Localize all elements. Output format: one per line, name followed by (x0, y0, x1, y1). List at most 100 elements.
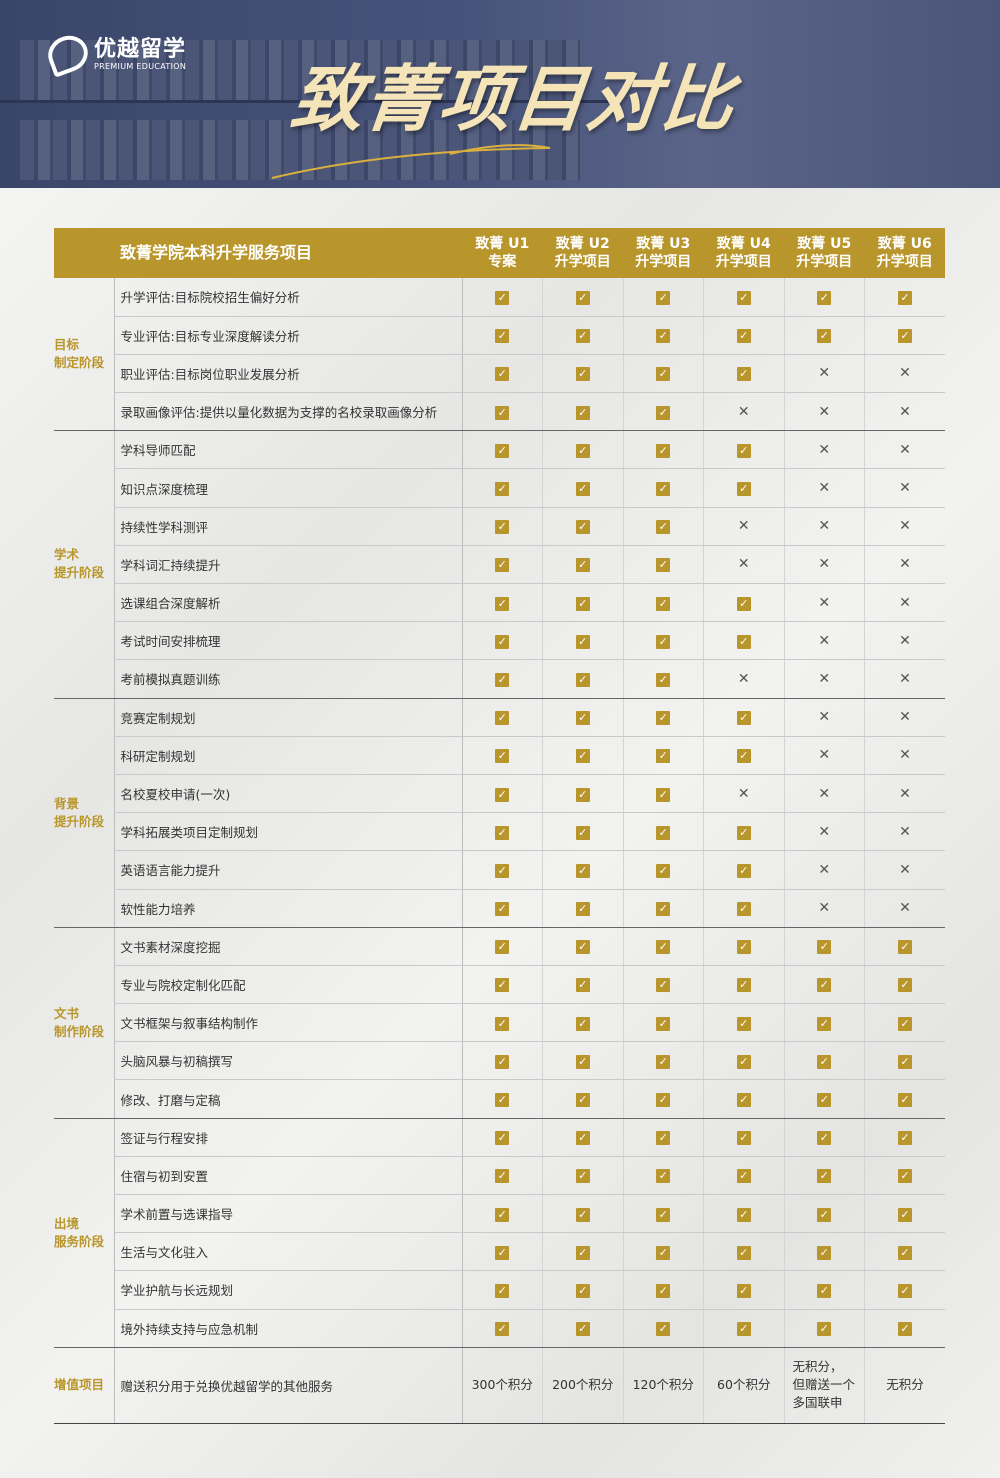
service-item: 文书素材深度挖掘 (113, 927, 463, 966)
plan-cell: ✓ (784, 1309, 865, 1348)
service-item: 职业评估:目标岗位职业发展分析 (113, 354, 463, 394)
service-item: 竞赛定制规划 (113, 698, 463, 737)
stage-line2: 制定阶段 (54, 355, 105, 371)
service-item: 学术前置与选课指导 (113, 1194, 463, 1234)
check-icon: ✓ (656, 1131, 671, 1146)
check-icon: ✓ (898, 1169, 912, 1184)
plan-cell: ✓ (462, 698, 543, 737)
cross-icon: ✕ (818, 747, 831, 764)
plan-cell: ✓ (542, 621, 624, 661)
plan-cell: ✕ (703, 507, 785, 546)
check-icon: ✓ (656, 520, 671, 535)
plan-cell: ✓ (462, 774, 543, 814)
check-icon: ✓ (817, 1131, 832, 1146)
stage-label: 出境 服务阶段 (54, 1118, 114, 1348)
plan-cell: ✕ (784, 774, 865, 814)
plan-cell: ✓ (542, 507, 624, 546)
stage-label: 文书 制作阶段 (54, 927, 114, 1119)
cross-icon: ✕ (818, 518, 831, 535)
plan-cell: ✓ (462, 736, 543, 775)
check-icon: ✓ (495, 902, 510, 917)
service-item: 学业护航与长远规划 (113, 1270, 463, 1310)
plan-cell: ✓ (542, 774, 624, 814)
check-icon: ✓ (495, 825, 510, 840)
plan-cell: ✓ (784, 1232, 865, 1272)
header-banner: 优越留学 PREMIUM EDUCATION 致菁项目对比 (0, 0, 1000, 188)
check-icon: ✓ (495, 482, 510, 497)
table-row: 考试时间安排梳理 ✓ ✓ ✓ ✓ ✕ ✕ (54, 621, 945, 661)
check-icon: ✓ (575, 940, 590, 955)
plan-cell: ✓ (542, 1309, 624, 1348)
check-icon: ✓ (575, 1169, 590, 1184)
service-item: 名校夏校申请(一次) (113, 774, 463, 814)
cross-icon: ✕ (818, 861, 831, 878)
plan-cell: ✕ (784, 545, 865, 585)
check-icon: ✓ (495, 749, 510, 764)
check-icon: ✓ (575, 902, 590, 917)
header-plan-4: 致菁 U4 升学项目 (703, 228, 784, 278)
check-icon: ✓ (575, 1131, 590, 1146)
check-icon: ✓ (575, 1093, 590, 1108)
cross-icon: ✕ (818, 403, 831, 420)
check-icon: ✓ (898, 978, 912, 993)
check-icon: ✓ (656, 1283, 671, 1298)
plan-cell: ✓ (864, 316, 945, 355)
check-icon: ✓ (736, 1131, 751, 1146)
plan-cell: ✕ (864, 392, 945, 432)
plan-type: 升学项目 (554, 254, 611, 270)
plan-cell: ✓ (623, 430, 704, 470)
service-item: 境外持续支持与应急机制 (113, 1309, 463, 1348)
check-icon: ✓ (656, 672, 671, 687)
table-row: 录取画像评估:提供以量化数据为支撑的名校录取画像分析 ✓ ✓ ✓ ✕ ✕ ✕ (54, 392, 945, 432)
check-icon: ✓ (656, 1207, 671, 1222)
table-row: 文书 制作阶段 文书素材深度挖掘 ✓ ✓ ✓ ✓ ✓ ✓ (54, 927, 945, 1119)
check-icon: ✓ (495, 672, 510, 687)
check-icon: ✓ (656, 596, 671, 611)
plan-cell: ✕ (864, 468, 945, 508)
check-icon: ✓ (495, 405, 510, 420)
table-row: 专业与院校定制化匹配 ✓ ✓ ✓ ✓ ✓ ✓ (54, 965, 945, 1005)
plan-cell: ✓ (703, 468, 785, 508)
check-icon: ✓ (575, 863, 590, 878)
plan-cell: ✓ (703, 1041, 785, 1081)
service-item: 持续性学科测评 (113, 507, 463, 546)
table-row: 修改、打磨与定稿 ✓ ✓ ✓ ✓ ✓ ✓ (54, 1079, 945, 1119)
plan-name: 致菁 U2 (555, 236, 610, 252)
check-icon: ✓ (575, 978, 590, 993)
plan-cell: ✓ (542, 354, 624, 394)
plan-cell: ✓ (703, 1232, 785, 1272)
plan-cell: ✓ (542, 927, 624, 966)
plan-cell: ✓ (462, 583, 543, 623)
plan-cell: ✕ (784, 736, 865, 775)
check-icon: ✓ (736, 482, 751, 497)
plan-cell: ✓ (623, 1041, 704, 1081)
check-icon: ✓ (656, 1054, 671, 1069)
check-icon: ✓ (817, 1322, 832, 1337)
table-row: 文书框架与叙事结构制作 ✓ ✓ ✓ ✓ ✓ ✓ (54, 1003, 945, 1043)
brand-logo: 优越留学 PREMIUM EDUCATION (43, 30, 186, 78)
plan-cell: ✕ (784, 468, 865, 508)
graduation-cap-icon (43, 30, 93, 78)
check-icon: ✓ (898, 1283, 912, 1298)
cross-icon: ✕ (737, 556, 750, 573)
cross-icon: ✕ (818, 556, 831, 573)
service-item: 选课组合深度解析 (113, 583, 463, 623)
check-icon: ✓ (898, 1245, 912, 1260)
plan-cell: ✓ (542, 1118, 624, 1157)
plan-cell: ✓ (864, 1270, 945, 1310)
table-row: 选课组合深度解析 ✓ ✓ ✓ ✓ ✕ ✕ (54, 583, 945, 623)
check-icon: ✓ (736, 1054, 751, 1069)
plan-cell: ✓ (462, 278, 543, 317)
table-row: 学术前置与选课指导 ✓ ✓ ✓ ✓ ✓ ✓ (54, 1194, 945, 1234)
plan-cell: ✓ (462, 468, 543, 508)
table-row: 目标 制定阶段 升学评估:目标院校招生偏好分析 ✓ ✓ ✓ ✓ ✓ ✓ (54, 278, 945, 432)
check-icon: ✓ (575, 1207, 590, 1222)
service-item: 录取画像评估:提供以量化数据为支撑的名校录取画像分析 (113, 392, 463, 432)
check-icon: ✓ (656, 367, 671, 382)
check-icon: ✓ (736, 711, 751, 726)
table-row: 出境 服务阶段 签证与行程安排 ✓ ✓ ✓ ✓ ✓ ✓ (54, 1118, 945, 1348)
plan-cell: ✓ (462, 1041, 543, 1081)
plan-cell: ✕ (703, 545, 785, 585)
plan-cell: ✓ (462, 1194, 543, 1234)
plan-cell: ✓ (784, 1079, 865, 1119)
